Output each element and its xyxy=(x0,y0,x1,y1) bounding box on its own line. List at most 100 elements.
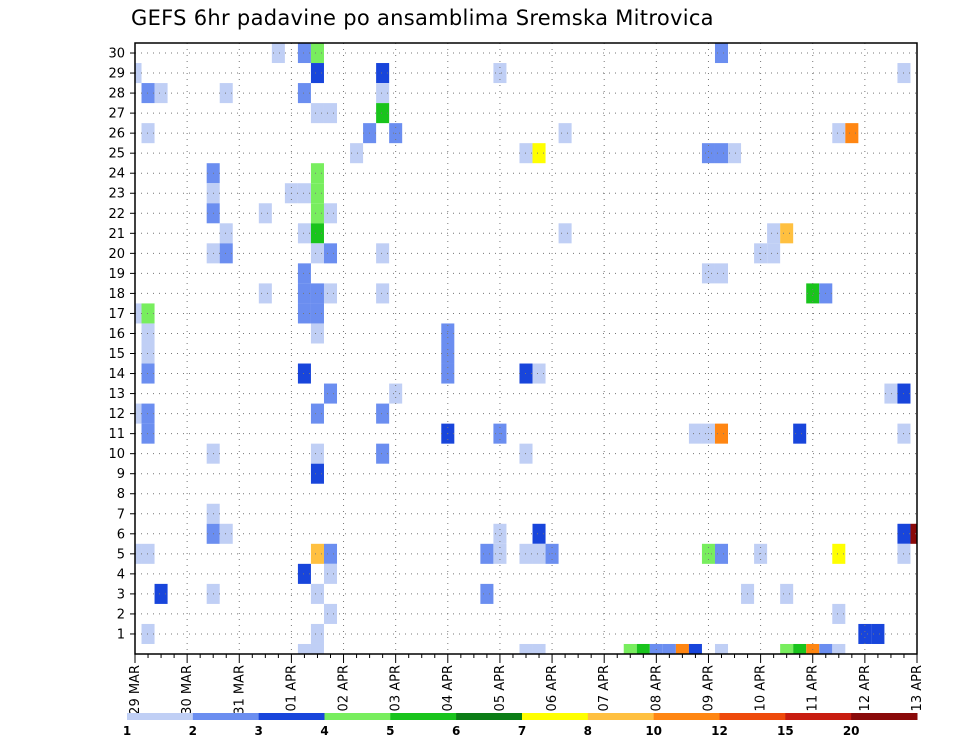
heatmap-cell xyxy=(310,283,324,304)
heatmap-cell xyxy=(480,543,494,564)
y-tick-label: 15 xyxy=(108,347,125,362)
y-tick-label: 9 xyxy=(117,467,125,482)
heatmap-cell xyxy=(832,123,846,144)
y-tick-label: 18 xyxy=(108,287,125,302)
heatmap-cell xyxy=(141,343,155,364)
y-tick-label: 19 xyxy=(108,267,125,282)
heatmap-cell xyxy=(323,603,338,624)
heatmap-cell xyxy=(310,643,324,654)
y-tick-label: 17 xyxy=(108,307,125,322)
heatmap-cell xyxy=(141,623,155,644)
x-tick-label: 06 APR xyxy=(545,665,560,711)
y-tick-label: 28 xyxy=(108,87,125,102)
heatmap-cell xyxy=(714,43,729,64)
x-tick-label: 31 MAR xyxy=(232,665,247,715)
heatmap-cell xyxy=(767,223,781,244)
heatmap-cell xyxy=(376,63,390,84)
heatmap-cell xyxy=(493,523,507,544)
heatmap-cell xyxy=(310,223,324,244)
heatmap-cell xyxy=(310,243,324,264)
legend-swatch xyxy=(456,713,523,720)
legend-label: 8 xyxy=(584,724,592,738)
heatmap-cell xyxy=(141,403,155,424)
heatmap-cell xyxy=(714,143,729,164)
heatmap-cell xyxy=(323,243,338,264)
heatmap-cell xyxy=(714,263,729,284)
y-tick-label: 5 xyxy=(117,547,125,562)
legend-label: 20 xyxy=(843,724,860,738)
legend-label: 4 xyxy=(320,724,328,738)
heatmap-cell xyxy=(297,563,311,584)
heatmap-cell xyxy=(793,643,807,654)
heatmap-cell xyxy=(297,83,311,104)
legend-label: 7 xyxy=(518,724,526,738)
heatmap-cell xyxy=(219,243,233,264)
heatmap-cell xyxy=(780,223,794,244)
x-tick-label: 07 APR xyxy=(597,665,612,711)
heatmap-cell xyxy=(832,643,846,654)
y-tick-label: 21 xyxy=(108,227,125,242)
legend-swatch xyxy=(522,713,589,720)
heatmap-cell xyxy=(806,283,820,304)
heatmap-cell xyxy=(701,143,715,164)
heatmap-cell xyxy=(297,363,311,384)
y-tick-label: 7 xyxy=(117,507,125,522)
heatmap-cell xyxy=(558,223,572,244)
heatmap-cell xyxy=(141,363,155,384)
heatmap-cell xyxy=(636,643,650,654)
x-tick-label: 13 APR xyxy=(910,665,925,711)
color-legend: 1 2 3 4 5 6 7 8 10 12 15 20 xyxy=(123,713,918,738)
heatmap-cell xyxy=(135,303,142,324)
heatmap-cell xyxy=(649,643,663,654)
y-tick-label: 30 xyxy=(108,47,125,62)
x-tick-label: 29 MAR xyxy=(128,665,143,715)
heatmap-cell xyxy=(376,443,390,464)
heatmap-cell xyxy=(297,183,311,204)
legend-label: 3 xyxy=(254,724,262,738)
heatmap-cell xyxy=(310,63,324,84)
legend-swatch xyxy=(719,713,786,720)
x-tick-label: 10 APR xyxy=(754,665,769,711)
legend-swatch xyxy=(785,713,852,720)
heatmap-cell xyxy=(532,523,546,544)
y-tick-label: 6 xyxy=(117,527,125,542)
heatmap-cell xyxy=(323,563,338,584)
heatmap-cell xyxy=(532,363,546,384)
heatmap-cell xyxy=(297,223,311,244)
heatmap-cell xyxy=(714,423,729,444)
heatmap-cell xyxy=(780,643,794,654)
heatmap-cell xyxy=(532,543,546,564)
heatmap-cell xyxy=(323,283,338,304)
x-tick-label: 02 APR xyxy=(337,665,352,711)
heatmap-cell xyxy=(323,543,338,564)
heatmap-cell xyxy=(310,443,324,464)
legend-swatch xyxy=(127,713,194,720)
heatmap-cell xyxy=(258,203,272,224)
y-tick-label: 11 xyxy=(108,427,125,442)
heatmap-cell xyxy=(910,523,917,544)
heatmap-cell xyxy=(376,83,390,104)
heatmap-cell xyxy=(154,583,168,604)
heatmap-cell xyxy=(310,103,324,124)
legend-swatch xyxy=(390,713,457,720)
y-tick-label: 22 xyxy=(108,207,125,222)
y-tick-label: 16 xyxy=(108,327,125,342)
heatmap-cell xyxy=(871,623,885,644)
heatmap-cell xyxy=(532,143,546,164)
y-tick-label: 26 xyxy=(108,127,125,142)
y-tick-label: 13 xyxy=(108,387,125,402)
heatmap-cell xyxy=(376,103,390,124)
x-tick-label: 01 APR xyxy=(284,665,299,711)
heatmap-cell xyxy=(297,283,311,304)
heatmap-cell xyxy=(141,323,155,344)
heatmap-cell xyxy=(297,643,311,654)
heatmap-cell xyxy=(310,303,324,324)
x-tick-label: 30 MAR xyxy=(180,665,195,715)
x-tick-label: 09 APR xyxy=(701,665,716,711)
heatmap-cell xyxy=(297,303,311,324)
heatmap-cell xyxy=(780,583,794,604)
heatmap-cell xyxy=(858,623,872,644)
heatmap-cell xyxy=(310,543,324,564)
heatmap-cell xyxy=(793,423,807,444)
